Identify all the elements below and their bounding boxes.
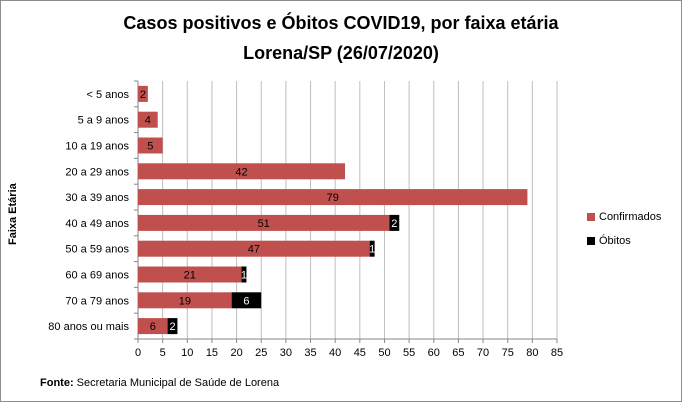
bar-confirmed	[138, 137, 163, 154]
bar-confirmed	[138, 189, 528, 206]
category-label: 20 a 29 anos	[65, 166, 129, 178]
data-label-confirmed: 6	[150, 321, 156, 333]
x-tick-label: 60	[428, 347, 440, 359]
category-label: 40 a 49 anos	[65, 218, 129, 230]
legend-label-deaths: Óbitos	[599, 235, 631, 247]
x-tick-label: 20	[230, 347, 242, 359]
chart-title-line2: Lorena/SP (26/07/2020)	[243, 43, 439, 63]
bar-deaths	[167, 318, 178, 335]
data-label-confirmed: 19	[179, 295, 191, 307]
x-tick-label: 55	[403, 347, 415, 359]
legend-swatch-deaths	[587, 237, 595, 245]
legend: Confirmados Óbitos	[587, 209, 661, 257]
source-label: Fonte:	[40, 377, 74, 389]
category-label: 5 a 9 anos	[78, 115, 130, 127]
bar-confirmed	[138, 214, 390, 231]
x-tick-label: 0	[135, 347, 141, 359]
data-label-deaths: 2	[391, 218, 397, 230]
bar-confirmed	[138, 163, 346, 180]
category-label: 50 a 59 anos	[65, 244, 129, 256]
data-label-confirmed: 79	[327, 192, 339, 204]
x-tick-label: 70	[477, 347, 489, 359]
chart-title-line1: Casos positivos e Óbitos COVID19, por fa…	[123, 13, 559, 33]
category-label: 30 a 39 anos	[65, 192, 129, 204]
bar-deaths	[241, 266, 247, 283]
data-label-confirmed: 47	[248, 244, 260, 256]
legend-swatch-confirmed	[587, 213, 595, 221]
x-tick-label: 15	[206, 347, 218, 359]
bar-confirmed	[138, 111, 158, 128]
bar-confirmed	[138, 318, 168, 335]
data-label-deaths: 1	[241, 270, 247, 282]
x-tick-label: 5	[160, 347, 166, 359]
x-tick-label: 80	[526, 347, 538, 359]
bar-confirmed	[138, 85, 148, 102]
data-label-confirmed: 51	[258, 218, 270, 230]
bar-confirmed	[138, 240, 370, 257]
x-tick-label: 85	[551, 347, 563, 359]
category-label: < 5 anos	[86, 89, 129, 101]
data-label-confirmed: 21	[184, 270, 196, 282]
x-tick-label: 50	[378, 347, 390, 359]
bar-deaths	[369, 240, 375, 257]
source-text: Secretaria Municipal de Saúde de Lorena	[73, 377, 280, 389]
category-label: 60 a 69 anos	[65, 270, 129, 282]
source-note: Fonte: Secretaria Municipal de Saúde de …	[40, 377, 279, 389]
category-label: 70 a 79 anos	[65, 295, 129, 307]
bar-deaths	[231, 292, 262, 309]
data-label-deaths: 6	[243, 295, 249, 307]
x-tick-label: 65	[452, 347, 464, 359]
bar-deaths	[389, 214, 400, 231]
x-tick-label: 30	[280, 347, 292, 359]
data-label-deaths: 2	[169, 321, 175, 333]
x-tick-label: 75	[502, 347, 514, 359]
x-tick-label: 35	[304, 347, 316, 359]
legend-item-confirmed: Confirmados	[587, 209, 661, 225]
data-label-confirmed: 2	[140, 89, 146, 101]
legend-item-deaths: Óbitos	[587, 233, 661, 249]
data-label-confirmed: 5	[147, 141, 153, 153]
category-label: 80 anos ou mais	[48, 321, 129, 333]
legend-label-confirmed: Confirmados	[599, 211, 662, 223]
x-tick-label: 25	[255, 347, 267, 359]
category-label: 10 a 19 anos	[65, 141, 129, 153]
bar-confirmed	[138, 292, 232, 309]
bar-confirmed	[138, 266, 242, 283]
x-tick-label: 40	[329, 347, 341, 359]
x-tick-label: 45	[354, 347, 366, 359]
data-label-deaths: 1	[369, 244, 375, 256]
x-tick-label: 10	[181, 347, 193, 359]
data-label-confirmed: 4	[145, 115, 151, 127]
data-label-confirmed: 42	[235, 166, 247, 178]
